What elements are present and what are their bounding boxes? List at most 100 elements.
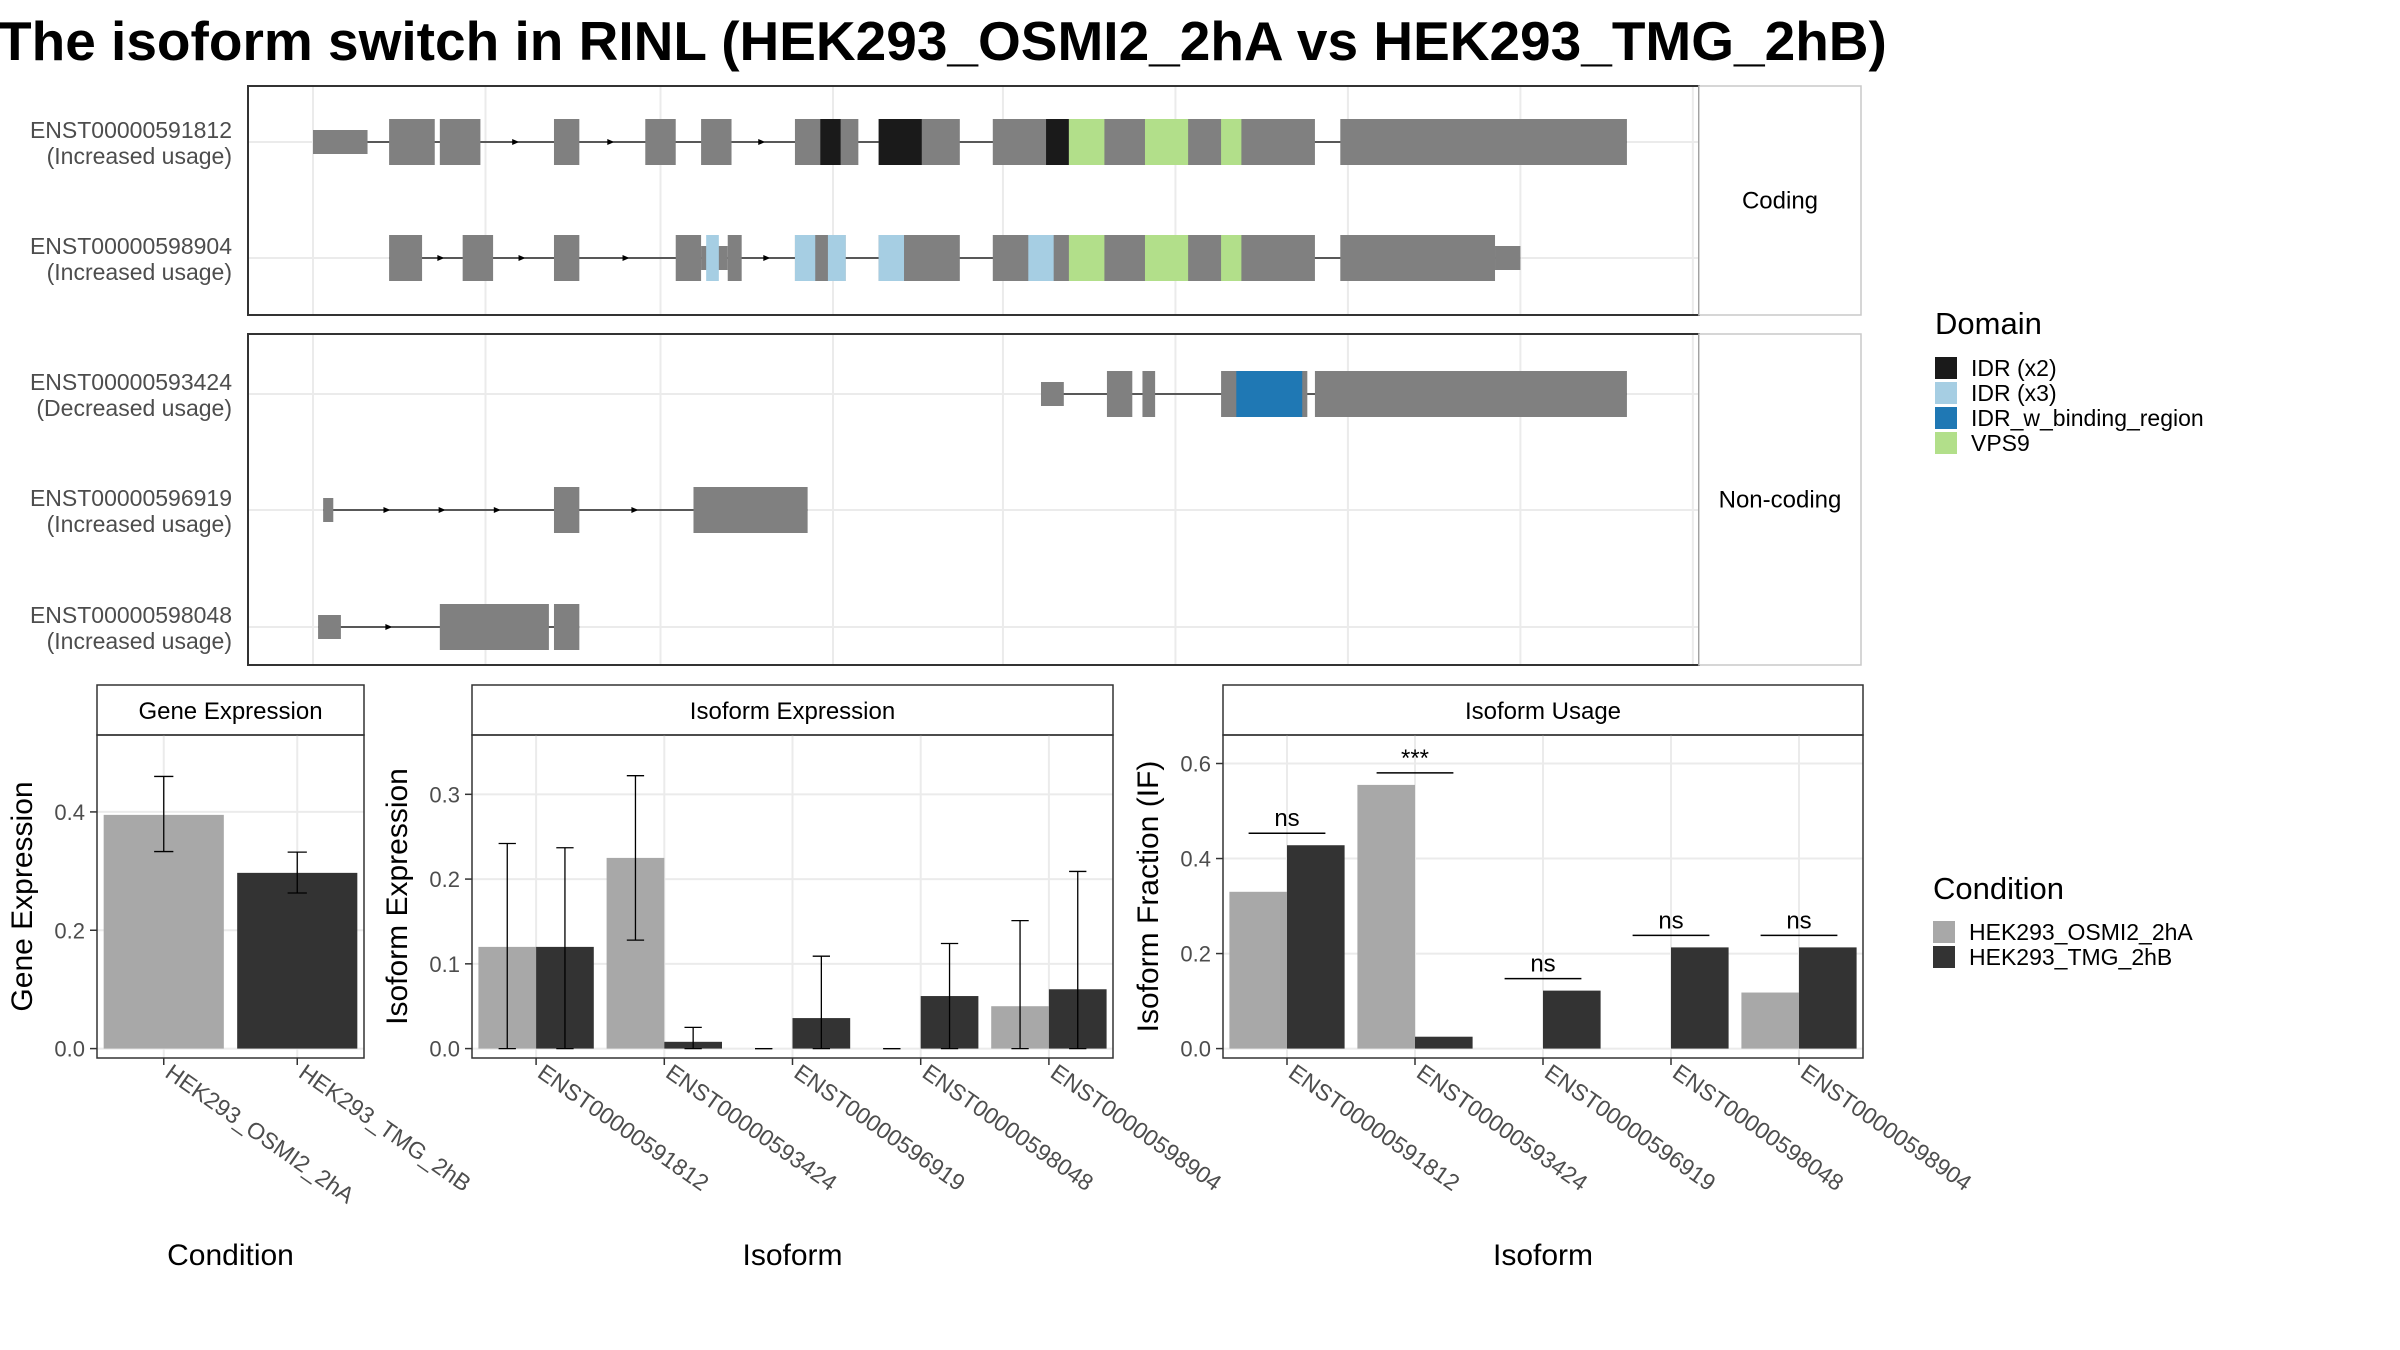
significance-label: ns: [1786, 907, 1811, 934]
x-axis-label: Isoform: [1493, 1239, 1593, 1272]
coding-exon: [389, 119, 435, 165]
coding-exon: [645, 119, 676, 165]
bar-ENST00000596919-HEK293_TMG_2hB: [1543, 990, 1601, 1049]
bar-ENST00000598904-HEK293_TMG_2hB: [1799, 947, 1857, 1049]
domain-idr-w-binding-region: [1236, 371, 1303, 417]
intron-arrow: [631, 507, 639, 513]
intron-arrow: [512, 139, 520, 145]
legend-swatch: [1935, 382, 1957, 404]
transcript-usage-label: (Increased usage): [47, 143, 232, 169]
y-tick-label: 0.6: [1180, 752, 1211, 777]
transcript-usage-label: (Increased usage): [47, 628, 232, 654]
significance-label: ns: [1530, 951, 1555, 978]
bar-ENST00000593424-HEK293_OSMI2_2hA: [1357, 784, 1415, 1049]
coding-exon: [675, 235, 702, 281]
y-tick-label: 0.0: [429, 1037, 460, 1062]
significance-label: ns: [1274, 805, 1299, 832]
legend-swatch: [1935, 432, 1957, 454]
bar-HEK293_TMG_2hB-HEK293_TMG_2hB: [237, 872, 358, 1049]
bar-ENST00000598048-HEK293_TMG_2hB: [1671, 947, 1729, 1049]
y-tick-label: 0.4: [54, 800, 85, 825]
transcript-structure-plot: ENST00000591812(Increased usage)ENST0000…: [30, 85, 1862, 666]
bar-charts: Gene Expression0.00.20.4HEK293_OSMI2_2hA…: [6, 684, 1977, 1272]
coding-exon: [553, 604, 580, 650]
domain-vps9: [1068, 235, 1105, 281]
intron-arrow: [437, 255, 445, 261]
coding-exon: [389, 235, 423, 281]
legend-swatch: [1933, 946, 1955, 968]
figure-title: The isoform switch in RINL (HEK293_OSMI2…: [0, 10, 1887, 72]
y-tick-label: 0.4: [1180, 847, 1211, 872]
coding-exon: [553, 235, 580, 281]
strip-label: Non-coding: [1719, 487, 1842, 514]
y-tick-label: 0.2: [1180, 942, 1211, 967]
coding-exon: [693, 487, 808, 533]
y-tick-label: 0.2: [54, 918, 85, 943]
bar-ENST00000591812-HEK293_OSMI2_2hA: [1229, 891, 1287, 1049]
bar-ENST00000593424-HEK293_TMG_2hB: [1415, 1036, 1473, 1049]
transcript-ENST00000593424: ENST00000593424(Decreased usage): [30, 369, 1627, 421]
intron-arrow: [518, 255, 526, 261]
intron-arrow: [438, 507, 446, 513]
legend-swatch: [1935, 357, 1957, 379]
legend-label: IDR (x3): [1971, 380, 2057, 406]
structure-panel-non-coding: ENST00000593424(Decreased usage)ENST0000…: [30, 333, 1862, 666]
chart-title: Gene Expression: [138, 698, 322, 725]
domain-vps9: [1221, 119, 1242, 165]
transcript-id-label: ENST00000593424: [30, 369, 232, 395]
significance-label: ns: [1658, 907, 1683, 934]
strip-box: [1698, 85, 1862, 316]
domain-vps9: [1144, 119, 1189, 165]
structure-panel-coding: ENST00000591812(Increased usage)ENST0000…: [30, 85, 1862, 316]
chart-isoform-expression: Isoform Expression0.00.10.20.3ENST000005…: [381, 684, 1227, 1272]
chart-strip: [471, 684, 1114, 736]
intron-arrow: [758, 139, 766, 145]
bar-HEK293_OSMI2_2hA-HEK293_OSMI2_2hA: [103, 814, 224, 1049]
transcript-ENST00000591812: ENST00000591812(Increased usage): [30, 117, 1627, 169]
domain-idr-x2-: [1046, 119, 1069, 165]
bar-ENST00000591812-HEK293_TMG_2hB: [1287, 845, 1345, 1049]
chart-border: [96, 734, 365, 1059]
coding-exon: [1106, 371, 1133, 417]
intron-arrow: [763, 255, 771, 261]
domain-idr-x2-: [878, 119, 922, 165]
legend-swatch: [1935, 407, 1957, 429]
legend-title: Condition: [1933, 871, 2064, 906]
strip-box: [1698, 333, 1862, 666]
strip-label: Coding: [1742, 188, 1818, 215]
coding-exon: [1314, 371, 1627, 417]
domain-idr-x3-: [1028, 235, 1054, 281]
coding-exon: [553, 119, 580, 165]
legend-label: IDR (x2): [1971, 355, 2057, 381]
y-tick-label: 0.0: [1180, 1037, 1211, 1062]
utr-exon: [1040, 382, 1064, 406]
domain-idr-x3-: [794, 235, 816, 281]
chart-title: Isoform Expression: [690, 698, 895, 725]
utr-exon: [313, 130, 368, 154]
domain-idr-x3-: [706, 235, 719, 281]
legend-swatch: [1933, 921, 1955, 943]
legend-title: Domain: [1935, 306, 2042, 341]
transcript-ENST00000596919: ENST00000596919(Increased usage): [30, 485, 808, 537]
transcript-id-label: ENST00000598048: [30, 602, 232, 628]
coding-exon: [462, 235, 494, 281]
significance-label: ***: [1401, 745, 1429, 772]
transcript-ENST00000598048: ENST00000598048(Increased usage): [30, 602, 580, 654]
x-axis-label: Condition: [167, 1239, 294, 1272]
domain-vps9: [1068, 119, 1105, 165]
coding-exon: [701, 119, 732, 165]
domain-idr-x3-: [878, 235, 905, 281]
transcript-usage-label: (Decreased usage): [36, 395, 232, 421]
utr-exon: [1495, 246, 1521, 270]
y-axis-label: Gene Expression: [6, 781, 39, 1011]
intron-arrow: [622, 255, 630, 261]
intron-arrow: [607, 139, 615, 145]
coding-exon: [1142, 371, 1156, 417]
y-tick-label: 0.3: [429, 782, 460, 807]
transcript-id-label: ENST00000591812: [30, 117, 232, 143]
domain-idr-x3-: [827, 235, 846, 281]
domain-vps9: [1144, 235, 1189, 281]
